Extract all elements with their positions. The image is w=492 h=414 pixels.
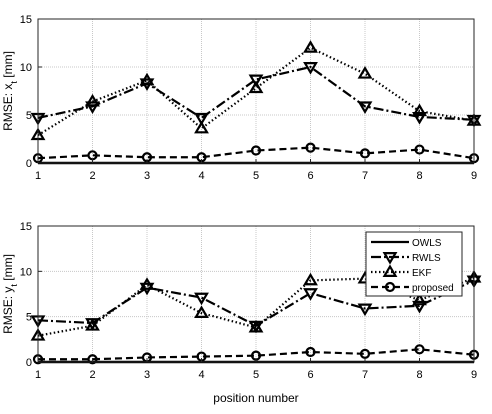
x-tick-label: 2 (89, 170, 95, 182)
data-point-rwls (85, 101, 100, 115)
data-point-ekf (194, 120, 209, 134)
y-tick-label: 15 (20, 14, 32, 26)
y-axis-label: RMSE: xt [mm] (1, 51, 19, 131)
legend-marker-rwls (382, 252, 398, 265)
data-point-proposed (359, 348, 371, 359)
y-tick-label: 0 (26, 158, 32, 170)
legend-label-proposed: proposed (412, 283, 454, 294)
legend-marker-proposed (384, 281, 396, 293)
x-tick-label: 3 (144, 369, 150, 381)
x-tick-label: 7 (362, 369, 368, 381)
data-point-ekf (248, 319, 264, 333)
x-tick-label: 3 (144, 170, 150, 182)
data-point-ekf (357, 66, 373, 79)
series-line-ekf (37, 276, 475, 337)
x-tick-label: 2 (89, 369, 95, 381)
data-point-proposed (414, 344, 425, 355)
data-point-ekf (194, 305, 209, 318)
legend: OWLS RWLS EKF proposed (365, 231, 463, 297)
data-point-rwls (248, 74, 264, 88)
chart-panel-1: 1 2 3 4 5 6 7 8 9 0 5 10 15 RMSE: xt [mm] (1, 14, 482, 182)
y-tick-label: 15 (20, 221, 32, 233)
data-point-ekf (303, 40, 318, 53)
data-point-ekf (139, 277, 155, 290)
data-point-proposed (414, 144, 425, 155)
x-tick-label: 6 (307, 369, 313, 381)
chart-panel-2: 1 2 3 4 5 6 7 8 9 0 5 10 15 RMSE: yt [mm] position num… (1, 221, 482, 405)
y-tick-label: 0 (26, 357, 32, 369)
x-tick-label: 1 (35, 170, 41, 182)
data-point-rwls (357, 101, 373, 115)
x-tick-label: 5 (253, 369, 259, 381)
x-axis-label: position number (213, 391, 298, 405)
data-point-rwls (303, 288, 318, 301)
legend-label-ekf: EKF (412, 268, 431, 279)
data-point-ekf (412, 292, 427, 306)
data-point-ekf (85, 318, 100, 331)
data-point-rwls (194, 112, 209, 126)
x-tick-label: 9 (471, 369, 477, 381)
y-tick-label: 10 (20, 266, 32, 278)
y-tick-label: 10 (20, 62, 32, 74)
data-point-rwls (412, 111, 427, 125)
data-point-proposed (305, 346, 316, 358)
data-point-rwls (194, 292, 209, 306)
data-point-rwls (412, 300, 427, 314)
data-point-ekf (248, 80, 264, 94)
series-line-proposed (37, 146, 475, 160)
data-point-rwls (303, 62, 318, 75)
data-point-proposed (359, 148, 371, 159)
data-point-ekf (412, 103, 427, 117)
y-axis-label: RMSE: yt [mm] (1, 254, 19, 334)
x-tick-label: 4 (198, 369, 204, 381)
x-tick-label: 8 (416, 369, 422, 381)
data-point-ekf (85, 93, 100, 107)
y-tick-label: 5 (26, 110, 32, 122)
data-point-proposed (87, 354, 98, 365)
x-tick-label: 9 (471, 170, 477, 182)
series-line-rwls (37, 279, 475, 327)
legend-label-owls: OWLS (412, 238, 442, 249)
legend-marker-ekf (382, 264, 398, 277)
x-tick-label: 8 (416, 170, 422, 182)
data-point-proposed (250, 145, 262, 156)
legend-label-rwls: RWLS (412, 253, 441, 264)
x-tick-label: 7 (362, 170, 368, 182)
x-tick-label: 4 (198, 170, 204, 182)
data-point-ekf (139, 72, 155, 86)
series-line-rwls (37, 65, 475, 121)
data-point-proposed (305, 142, 316, 153)
series-line-proposed (38, 348, 475, 361)
x-tick-label: 1 (35, 369, 41, 381)
data-point-ekf (303, 272, 318, 286)
x-tick-label: 6 (307, 170, 313, 182)
y-tick-label: 5 (26, 312, 32, 324)
x-tick-label: 5 (253, 170, 259, 182)
data-point-rwls (357, 303, 373, 317)
